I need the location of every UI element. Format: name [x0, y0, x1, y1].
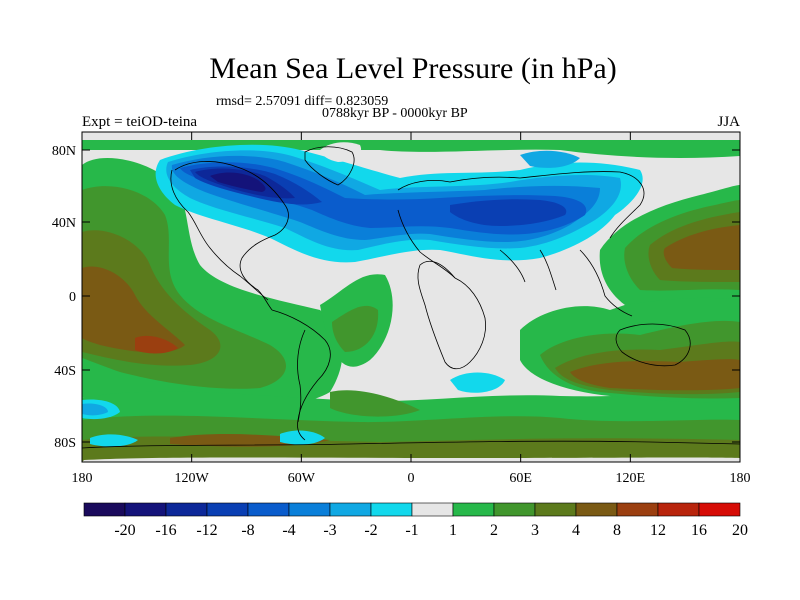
colorbar-swatch	[370, 502, 413, 517]
colorbar-swatch	[329, 502, 372, 517]
lat-tick-label: 40N	[52, 216, 76, 231]
lat-tick-label: 0	[69, 290, 76, 305]
colorbar-swatch	[288, 502, 331, 517]
lon-tick-label: 120W	[175, 471, 210, 486]
colorbar-swatch	[165, 502, 208, 517]
lon-tick-label: 60W	[288, 471, 316, 486]
colorbar-swatch	[83, 502, 126, 517]
colorbar-label: 1	[449, 522, 457, 539]
colorbar-swatch	[124, 502, 167, 517]
colorbar-swatch	[698, 502, 741, 517]
lat-tick-label: 40S	[54, 364, 76, 379]
longitude-axis: 180 120W 60W 0 60E 120E 180	[72, 132, 751, 486]
colorbar-label: -8	[241, 522, 254, 539]
colorbar-swatch	[206, 502, 249, 517]
colorbar-label: 4	[572, 522, 580, 539]
colorbar-swatch	[493, 502, 536, 517]
colorbar-label: -1	[405, 522, 418, 539]
experiment-label: Expt = teiOD-teina	[82, 114, 198, 130]
colorbar-label: 2	[490, 522, 498, 539]
colorbar-label: -4	[282, 522, 295, 539]
colorbar-swatch	[452, 502, 495, 517]
colorbar-label: 12	[650, 522, 666, 539]
colorbar-swatch	[534, 502, 577, 517]
colorbar-label: 3	[531, 522, 539, 539]
colorbar-swatch	[575, 502, 618, 517]
colorbar-swatch	[657, 502, 700, 517]
colorbar-label: -3	[323, 522, 336, 539]
lon-tick-label: 60E	[509, 471, 532, 486]
colorbar-label: 20	[732, 522, 748, 539]
colorbar-label: -12	[196, 522, 217, 539]
lon-tick-label: 180	[72, 471, 93, 486]
map-title: Mean Sea Level Pressure (in hPa)	[209, 52, 617, 85]
colorbar: -20 -16 -12 -8 -4 -3 -2 -1 1 2 3 4 8 12 16 20	[83, 502, 748, 539]
pressure-field	[82, 132, 740, 462]
lon-tick-label: 120E	[616, 471, 646, 486]
lon-tick-label: 180	[730, 471, 751, 486]
colorbar-label: -16	[155, 522, 176, 539]
season-label: JJA	[717, 114, 740, 130]
colorbar-swatch	[411, 502, 454, 517]
colorbar-swatch	[616, 502, 659, 517]
colorbar-label: 16	[691, 522, 707, 539]
latitude-axis: 80N 40N 0 40S 80S	[52, 144, 740, 451]
lat-tick-label: 80N	[52, 144, 76, 159]
coastlines	[82, 146, 740, 449]
stats-line: rmsd= 2.57091 diff= 0.823059	[216, 94, 389, 109]
colorbar-label: -20	[114, 522, 135, 539]
colorbar-label: 8	[613, 522, 621, 539]
period-line: 0788kyr BP - 0000kyr BP	[322, 106, 468, 121]
colorbar-swatch	[247, 502, 290, 517]
lon-tick-label: 0	[408, 471, 415, 486]
lat-tick-label: 80S	[54, 436, 76, 451]
colorbar-label: -2	[364, 522, 377, 539]
